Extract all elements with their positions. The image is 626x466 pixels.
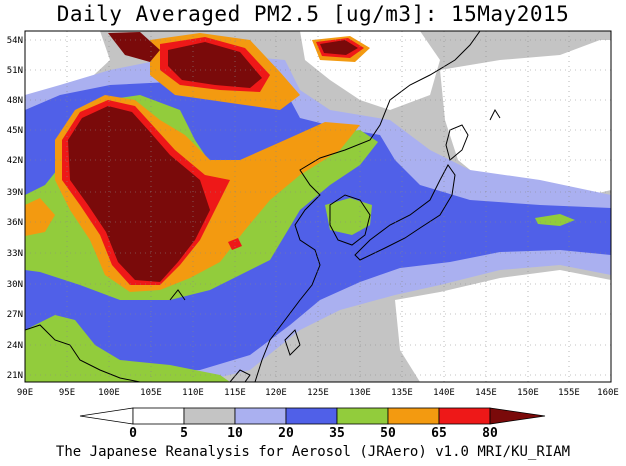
legend-bin [234, 407, 287, 425]
contour-35-50-korea [325, 198, 372, 235]
lat-label: 27N [7, 310, 23, 320]
legend-bin [285, 407, 338, 425]
contour-50-65-west [25, 198, 55, 236]
lat-label: 51N [7, 66, 23, 76]
lon-label: 125E [307, 388, 329, 398]
lon-label: 155E [558, 388, 580, 398]
lat-label: 39N [7, 188, 23, 198]
lon-label: 110E [182, 388, 204, 398]
legend-bin [183, 407, 236, 425]
legend-tick: 65 [431, 426, 447, 441]
contour-above-80-north [168, 42, 262, 88]
contour-35-50-pacific [535, 214, 575, 226]
lon-labels: 90E 95E 100E 105E 110E 115E 120E 125E 13… [17, 388, 619, 398]
clean-region-east [440, 40, 611, 200]
lat-label: 45N [7, 126, 23, 136]
legend-ticks: 0 5 10 20 35 50 65 80 [129, 426, 498, 441]
map-title: Daily Averaged PM2.5 [ug/m3]: 15May2015 [56, 2, 570, 26]
legend-tick: 20 [278, 426, 294, 441]
lon-label: 105E [140, 388, 162, 398]
lon-label: 145E [475, 388, 497, 398]
lon-label: 120E [265, 388, 287, 398]
lon-label: 140E [433, 388, 455, 398]
legend-tick: 0 [129, 426, 137, 441]
lat-label: 21N [7, 371, 23, 381]
lat-label: 33N [7, 249, 23, 259]
contour-above-80-northwest [108, 32, 160, 62]
legend-tick: 50 [380, 426, 396, 441]
coastlines [25, 31, 501, 382]
map-frame [24, 30, 612, 383]
legend-bin [438, 407, 491, 425]
legend-bin-below [79, 407, 134, 425]
lat-label: 30N [7, 280, 23, 290]
legend-tick: 35 [329, 426, 345, 441]
legend-bin [336, 407, 389, 425]
lat-label: 54N [7, 36, 23, 46]
lon-label: 95E [59, 388, 75, 398]
color-legend: 0 5 10 20 35 50 65 80 [79, 407, 546, 441]
legend-tick: 5 [180, 426, 188, 441]
lat-label: 24N [7, 341, 23, 351]
lon-label: 160E [597, 388, 619, 398]
contour-above-80-northeast [320, 40, 358, 55]
lon-label: 150E [517, 388, 539, 398]
lon-label: 100E [98, 388, 120, 398]
graticule [25, 31, 611, 382]
contour-above-80 [68, 106, 210, 282]
lon-label: 90E [17, 388, 33, 398]
contour-65-80-small [228, 238, 242, 250]
lon-label: 135E [391, 388, 413, 398]
legend-bin [387, 407, 440, 425]
legend-tick: 80 [482, 426, 498, 441]
lat-label: 48N [7, 96, 23, 106]
legend-bin-above [489, 407, 546, 425]
clean-region-southeast [395, 270, 611, 382]
legend-bin [132, 407, 185, 425]
credit-line: The Japanese Reanalysis for Aerosol (JRA… [55, 444, 571, 460]
lon-label: 115E [224, 388, 246, 398]
lon-label: 130E [349, 388, 371, 398]
pm25-field [25, 31, 611, 382]
contour-35-50-south [25, 315, 230, 382]
lat-label: 42N [7, 156, 23, 166]
legend-tick: 10 [227, 426, 243, 441]
lat-label: 36N [7, 218, 23, 228]
lat-labels: 54N 51N 48N 45N 42N 39N 36N 33N 30N 27N … [7, 36, 23, 381]
